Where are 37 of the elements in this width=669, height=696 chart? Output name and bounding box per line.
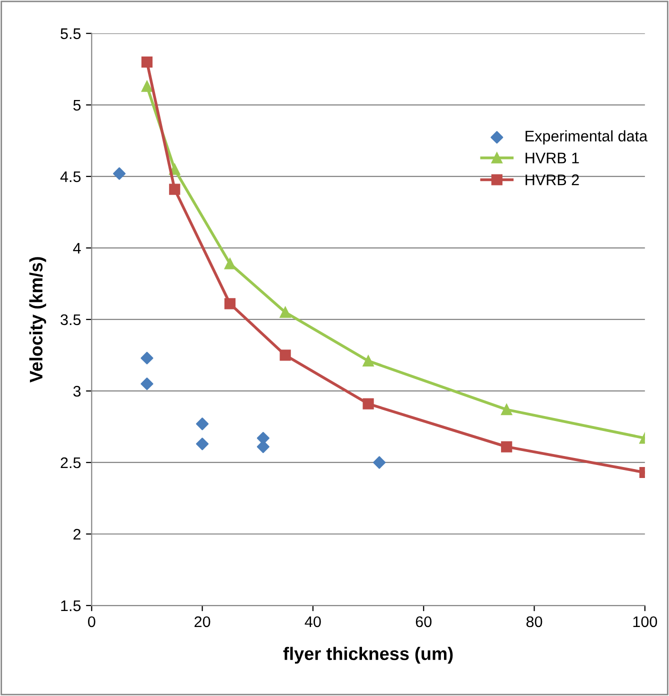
point [280,306,291,318]
y-tick-label: 1.5 [61,600,81,612]
x-tick-label: 0 [88,616,96,628]
y-tick-label: 3 [73,386,81,397]
x-tick-label: 60 [416,616,432,628]
y-axis-title: Velocity (km/s) [29,257,46,383]
y-tick-label: 5 [73,100,81,111]
point [113,167,126,180]
point [362,355,374,366]
x-tick-label: 40 [304,616,321,628]
point [169,184,180,195]
point [196,418,209,430]
y-tick-label: 4 [73,242,81,254]
x-tick-label: 80 [526,616,542,628]
y-tick-label: 2.5 [60,457,81,468]
point [141,80,153,92]
legend-label: HVRB 1 [526,152,579,164]
x-tick-label: 20 [194,616,210,628]
point [373,456,386,469]
point [140,378,154,390]
x-tick-label: 100 [633,616,658,628]
point [141,56,153,68]
y-tick-label: 2 [74,528,80,540]
point [362,398,374,410]
point [280,350,291,361]
point [140,352,154,364]
legend-label: Experimental data [526,130,648,145]
point [501,441,512,452]
point [196,438,209,450]
x-axis-title: flyer thickness (um) [283,646,453,664]
legend-label: HVRB 2 [526,174,579,186]
point [224,298,236,310]
y-tick-label: 5.5 [60,28,81,40]
point [224,258,236,270]
point [501,404,512,416]
y-tick-label: 4.5 [60,171,81,182]
y-tick-label: 3.5 [60,314,81,326]
